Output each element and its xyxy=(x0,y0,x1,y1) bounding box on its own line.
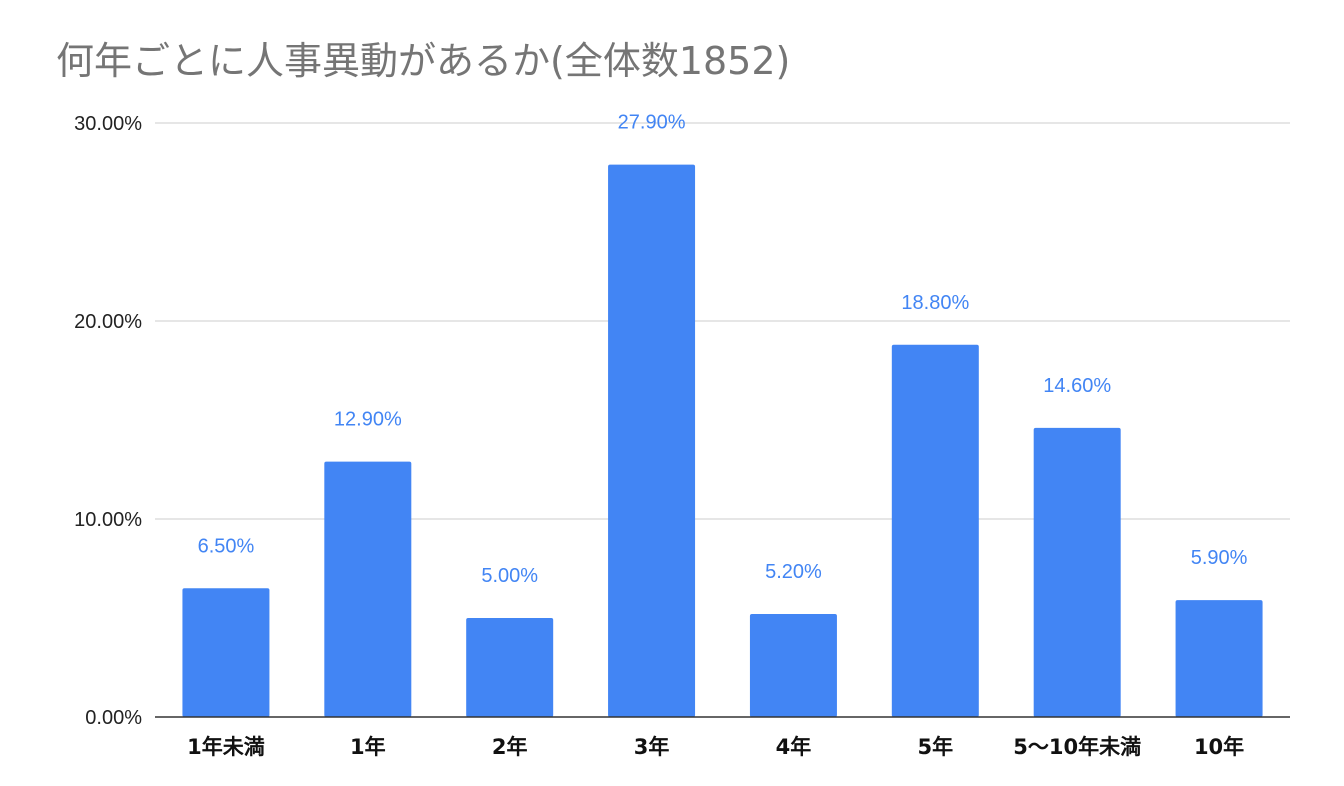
data-label: 5.90% xyxy=(1191,547,1248,569)
data-label: 5.00% xyxy=(481,565,538,587)
bar[interactable] xyxy=(182,588,270,717)
data-label: 6.50% xyxy=(198,535,255,557)
bar[interactable] xyxy=(466,618,554,717)
bar[interactable] xyxy=(608,164,696,717)
data-label: 18.80% xyxy=(901,292,969,314)
y-tick-label: 20.00% xyxy=(74,311,142,333)
bar[interactable] xyxy=(324,461,412,717)
bar[interactable] xyxy=(1033,427,1121,717)
y-tick-label: 0.00% xyxy=(85,707,142,729)
x-tick-label: 4年 xyxy=(776,735,812,759)
chart-title: 何年ごとに人事異動があるか(全体数1852) xyxy=(56,39,791,83)
data-label: 12.90% xyxy=(334,409,402,431)
x-tick-label: 3年 xyxy=(634,735,670,759)
bar[interactable] xyxy=(891,344,979,717)
data-label: 27.90% xyxy=(618,112,686,134)
x-tick-label: 2年 xyxy=(492,735,528,759)
data-label: 5.20% xyxy=(765,561,822,583)
y-tick-label: 10.00% xyxy=(74,509,142,531)
x-tick-label: 5年 xyxy=(918,735,954,759)
x-tick-label: 10年 xyxy=(1194,735,1244,759)
x-tick-label: 5〜10年未満 xyxy=(1013,735,1141,759)
x-tick-label: 1年 xyxy=(350,735,386,759)
bar[interactable] xyxy=(749,614,837,717)
data-label: 14.60% xyxy=(1043,375,1111,397)
y-tick-label: 30.00% xyxy=(74,113,142,135)
bar[interactable] xyxy=(1175,600,1263,717)
x-tick-label: 1年未満 xyxy=(187,735,265,759)
